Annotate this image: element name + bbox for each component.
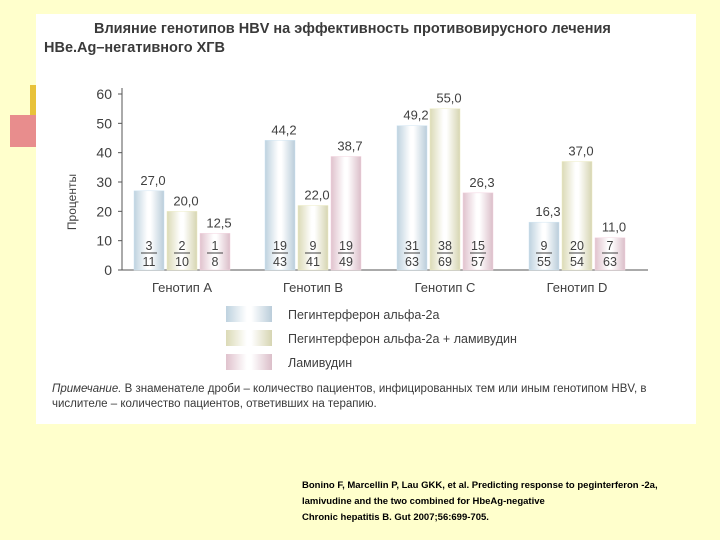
bar-value-label: 37,0	[568, 143, 593, 158]
fraction-denominator: 10	[175, 255, 189, 269]
fraction-numerator: 38	[438, 239, 452, 253]
bar-value-label: 26,3	[469, 175, 494, 190]
legend-swatch	[226, 330, 272, 346]
category-label: Генотип D	[547, 280, 608, 295]
legend-label: Пегинтерферон альфа-2а	[288, 308, 439, 322]
bar-value-label: 38,7	[337, 138, 362, 153]
y-tick-label: 40	[96, 145, 112, 161]
citation-line-2: lamivudine and the two combined for HbeA…	[302, 496, 545, 507]
chart-title: Влияние генотипов HBV на эффективность п…	[44, 20, 684, 58]
fraction-denominator: 43	[273, 255, 287, 269]
chart-note: Примечание. В знаменателе дроби – количе…	[52, 382, 684, 412]
chart-card: Влияние генотипов HBV на эффективность п…	[36, 14, 696, 424]
category-label: Генотип C	[415, 280, 476, 295]
bar	[199, 233, 231, 271]
legend-label: Пегинтерферон альфа-2а + ламивудин	[288, 332, 517, 346]
citation-line-3: Chronic hepatitis B. Gut 2007;56:699-705…	[302, 512, 489, 523]
bar-value-label: 49,2	[403, 108, 428, 123]
bar-value-label: 12,5	[206, 215, 231, 230]
y-tick-label: 10	[96, 233, 112, 249]
fraction-numerator: 1	[212, 239, 219, 253]
bar	[594, 237, 626, 271]
bar	[528, 221, 560, 271]
fraction-numerator: 20	[570, 239, 584, 253]
fraction-numerator: 9	[541, 239, 548, 253]
fraction-denominator: 63	[405, 255, 419, 269]
bar-value-label: 11,0	[602, 220, 626, 235]
citation: Bonino F, Marcellin P, Lau GKK, et al. P…	[302, 478, 712, 526]
bar	[561, 161, 593, 271]
y-axis-label: Проценты	[65, 174, 79, 230]
fraction-denominator: 63	[603, 255, 617, 269]
fraction-numerator: 15	[471, 239, 485, 253]
y-tick-label: 0	[104, 262, 112, 278]
bar	[133, 190, 165, 271]
bar-value-label: 44,2	[271, 122, 296, 137]
y-tick-label: 20	[96, 203, 112, 219]
bar	[429, 108, 461, 271]
chart-title-line-2: HBe.Ag–негативного ХГВ	[44, 40, 225, 56]
fraction-numerator: 19	[273, 239, 287, 253]
chart-title-line-1: Влияние генотипов HBV на эффективность п…	[94, 21, 611, 37]
bar	[264, 140, 296, 271]
citation-line-1: Bonino F, Marcellin P, Lau GKK, et al. P…	[302, 480, 658, 491]
bar-value-label: 16,3	[535, 204, 560, 219]
legend-label: Ламивудин	[288, 356, 352, 370]
fraction-numerator: 9	[310, 239, 317, 253]
fraction-denominator: 11	[143, 255, 156, 269]
fraction-denominator: 8	[212, 255, 219, 269]
y-tick-label: 50	[96, 115, 112, 131]
category-label: Генотип A	[152, 280, 212, 295]
note-text: В знаменателе дроби – количество пациент…	[52, 383, 647, 410]
fraction-numerator: 31	[405, 239, 419, 253]
fraction-denominator: 55	[537, 255, 551, 269]
bar	[462, 192, 494, 271]
fraction-numerator: 7	[607, 239, 614, 253]
y-tick-label: 60	[96, 86, 112, 102]
fraction-denominator: 57	[471, 255, 485, 269]
fraction-denominator: 49	[339, 255, 353, 269]
fraction-denominator: 69	[438, 255, 452, 269]
legend-swatch	[226, 306, 272, 322]
bar	[396, 125, 428, 271]
bar-value-label: 22,0	[304, 187, 329, 202]
fraction-numerator: 3	[146, 239, 153, 253]
fraction-numerator: 2	[179, 239, 186, 253]
legend-swatch	[226, 354, 272, 370]
bar-value-label: 27,0	[140, 173, 165, 188]
category-label: Генотип B	[283, 280, 343, 295]
fraction-denominator: 54	[570, 255, 584, 269]
fraction-denominator: 41	[306, 255, 320, 269]
bar	[330, 156, 362, 271]
bar	[297, 205, 329, 271]
bar	[166, 211, 198, 271]
bar-value-label: 55,0	[436, 91, 461, 106]
bar-value-label: 20,0	[173, 193, 198, 208]
fraction-numerator: 19	[339, 239, 353, 253]
y-tick-label: 30	[96, 174, 112, 190]
note-label: Примечание.	[52, 383, 122, 395]
